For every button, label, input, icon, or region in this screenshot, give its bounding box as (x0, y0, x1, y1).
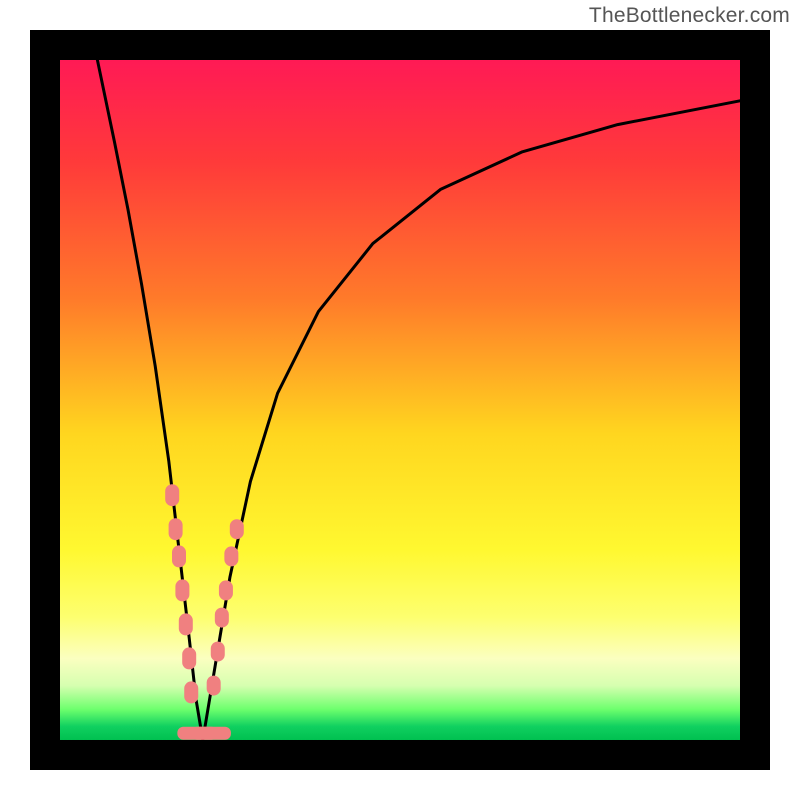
marker-left_cluster (184, 681, 198, 703)
plot-background (60, 60, 740, 740)
marker-right_cluster (207, 676, 221, 696)
marker-right_cluster (215, 608, 229, 628)
marker-left_cluster (169, 518, 183, 540)
marker-left_cluster (172, 545, 186, 567)
root-container: TheBottlenecker.com (0, 0, 800, 800)
marker-right_cluster (219, 580, 233, 600)
marker-left_cluster (175, 579, 189, 601)
marker-bottom_cluster (191, 727, 231, 740)
marker-left_cluster (179, 613, 193, 635)
marker-left_cluster (182, 647, 196, 669)
marker-left_cluster (165, 484, 179, 506)
marker-right_cluster (230, 519, 244, 539)
bottleneck-chart (0, 0, 800, 800)
marker-right_cluster (211, 642, 225, 662)
watermark-text: TheBottlenecker.com (589, 4, 790, 28)
marker-right_cluster (224, 546, 238, 566)
